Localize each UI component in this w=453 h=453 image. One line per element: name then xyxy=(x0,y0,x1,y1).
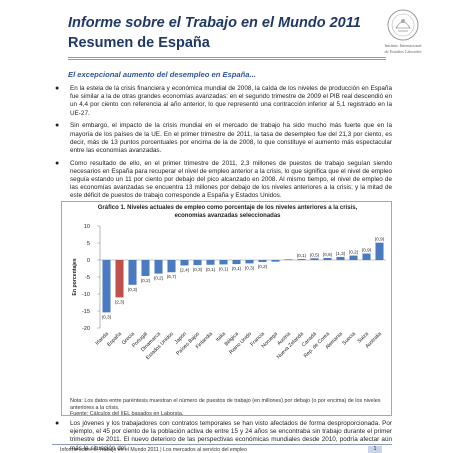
chart-bar xyxy=(258,260,267,263)
bullet-item: ● Sin embargo, el impacto de la crisis m… xyxy=(52,122,392,155)
chart-title-line-2: economías avanzadas seleccionadas xyxy=(174,212,281,219)
report-title: Informe sobre el Trabajo en el Mundo 201… xyxy=(68,15,361,31)
footer-rule xyxy=(52,444,392,445)
bar-data-label: (0,1) xyxy=(232,266,242,271)
bar-data-label: (0,2) xyxy=(349,250,359,255)
bullet-marker: ● xyxy=(55,159,60,167)
y-axis-label: En porcentajes xyxy=(72,258,78,295)
bar-data-label: (0,3) xyxy=(193,267,203,272)
chart-bar xyxy=(206,260,215,265)
chart-bar xyxy=(128,260,137,285)
bullet-list: ● En la estela de la crisis financiera y… xyxy=(52,85,392,205)
bar-data-label: (2,4) xyxy=(180,267,190,272)
chart-bar xyxy=(219,260,228,265)
bullet-marker: ● xyxy=(55,85,60,92)
bar-data-label: (0,1) xyxy=(297,253,307,258)
bar-data-label: (0,9) xyxy=(375,237,385,242)
bar-data-label: (0,2) xyxy=(141,278,151,283)
y-tick-label: -15 xyxy=(82,309,90,315)
chart-bar xyxy=(154,260,163,274)
chart-bar xyxy=(180,260,189,266)
chart-bar xyxy=(349,255,358,260)
bullet-marker: ● xyxy=(55,122,60,130)
chart-bar xyxy=(297,258,306,260)
bar-data-label: (0,9) xyxy=(362,248,372,253)
bar-data-label: (0,6) xyxy=(323,252,333,257)
y-tick-label: 0 xyxy=(87,258,90,264)
bullet-text: Los jóvenes y los trabajadores con contr… xyxy=(70,420,392,452)
x-category-label: Suecia xyxy=(341,331,357,347)
bar-data-label: (0,3) xyxy=(245,265,255,270)
bar-data-label: (6,7) xyxy=(167,274,177,279)
bullet-item: ● Los jóvenes y los trabajadores con con… xyxy=(52,420,392,453)
bar-data-label: (0,3) xyxy=(102,314,112,319)
chart-note: Nota: Los datos entre paréntesis muestra… xyxy=(70,398,381,411)
logo-line-1: Instituto Internacional xyxy=(384,43,422,48)
bar-data-label: (1,3) xyxy=(336,251,346,256)
bar-data-label: (2,3) xyxy=(115,299,125,304)
bullet-text: En la estela de la crisis financiera y e… xyxy=(70,85,392,117)
bullet-item: ● Como resultado de ello, en el primer t… xyxy=(52,160,392,201)
bar-data-label: (0,2) xyxy=(258,264,268,269)
y-tick-label: -5 xyxy=(85,275,90,281)
chart-title-line-1: Gráfico 1. Niveles actuales de empleo co… xyxy=(97,205,358,211)
page-number: 1 xyxy=(368,446,382,453)
header-rule-bottom xyxy=(68,59,386,60)
institute-logo: Instituto Internacional de Estudios Labo… xyxy=(372,8,434,60)
chart-bar xyxy=(167,260,176,273)
bullet-item: ● En la estela de la crisis financiera y… xyxy=(52,85,392,118)
chart-bar xyxy=(336,256,345,260)
page-header: Informe sobre el Trabajo en el Mundo 201… xyxy=(68,14,368,53)
y-tick-label: -10 xyxy=(82,292,90,298)
bullet-text: Como resultado de ello, en el primer tri… xyxy=(70,159,392,200)
chart-bar xyxy=(102,260,111,313)
bar-data-label: (0,3) xyxy=(128,287,138,292)
chart-bar xyxy=(271,260,280,262)
chart-title: Gráfico 1. Niveles actuales de empleo co… xyxy=(62,205,393,220)
bullet-marker: ● xyxy=(55,420,60,427)
x-category-label: España xyxy=(106,331,123,348)
chart-bar xyxy=(284,259,293,260)
chart-bar xyxy=(115,260,124,298)
bar-data-label: (0,5) xyxy=(310,252,320,257)
chart-panel: Gráfico 1. Niveles actuales de empleo co… xyxy=(61,201,393,417)
chart-bar xyxy=(323,257,332,260)
y-tick-label: 5 xyxy=(87,241,90,247)
header-rule-top xyxy=(68,57,386,58)
y-tick-label: -20 xyxy=(82,326,90,332)
chart-bar xyxy=(141,260,150,276)
institute-emblem-icon xyxy=(387,9,419,41)
bar-data-label: (0,1) xyxy=(219,266,229,271)
bullet-list-2: ● Los jóvenes y los trabajadores con con… xyxy=(52,420,392,453)
chart-bar xyxy=(193,260,202,266)
bar-data-label: (0,1) xyxy=(206,267,216,272)
bar-data-label: (0,2) xyxy=(154,276,164,281)
report-subtitle: Resumen de España xyxy=(68,35,210,51)
chart-bar xyxy=(245,260,254,264)
chart-bar xyxy=(310,258,319,260)
bar-chart: En porcentajes1050-5-10-15-20(0,3)Irland… xyxy=(72,224,386,361)
section-heading: El excepcional aumento del desempleo en … xyxy=(68,70,256,79)
logo-line-2: de Estudios Laborales xyxy=(384,49,422,54)
chart-source: Fuente: Cálculos del IIEL basados en Lab… xyxy=(70,411,184,417)
chart-bar xyxy=(362,253,371,260)
y-tick-label: 10 xyxy=(84,224,90,230)
bullet-text: Sin embargo, el impacto de la crisis mun… xyxy=(70,122,392,154)
chart-bar xyxy=(375,242,384,260)
footer-text: Informe sobre el Trabajo en el Mundo 201… xyxy=(60,447,247,453)
chart-bar xyxy=(232,260,241,265)
